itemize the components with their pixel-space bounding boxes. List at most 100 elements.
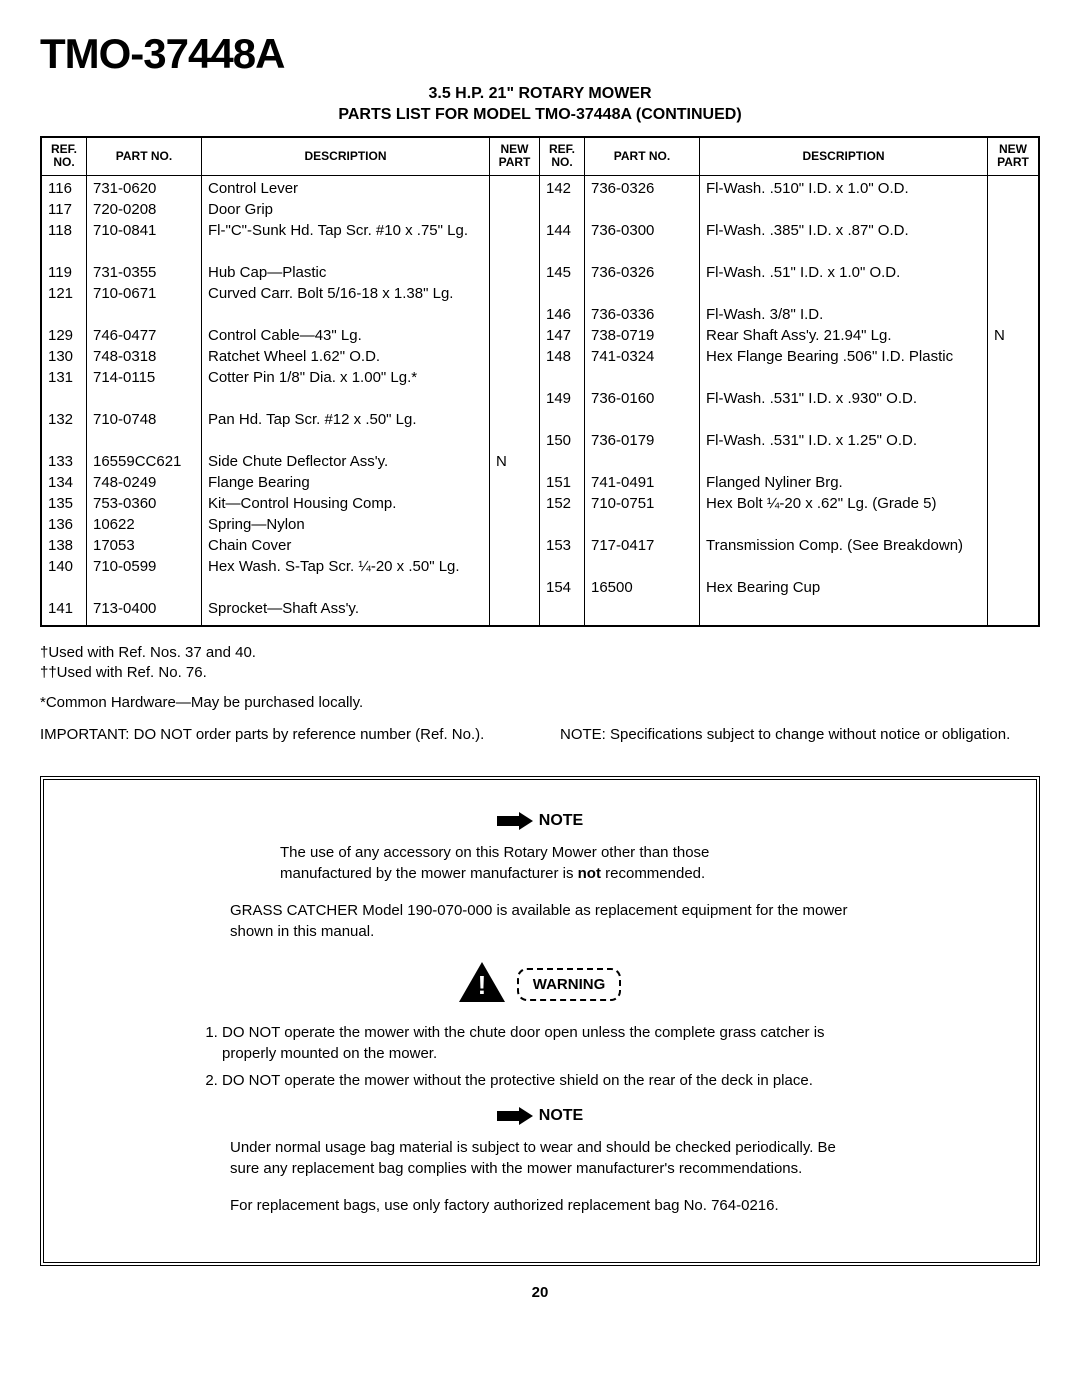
- table-cell: 153: [546, 537, 578, 579]
- table-body: N: [490, 176, 539, 625]
- table-cell: Spring—Nylon: [208, 516, 483, 537]
- table-cell: 130: [48, 348, 80, 369]
- table-cell: [994, 264, 1032, 306]
- table-cell: 731-0620: [93, 180, 195, 201]
- footnote-2: ††Used with Ref. No. 76.: [40, 663, 1040, 683]
- note-label-text: NOTE: [539, 1105, 583, 1127]
- table-cell: 118: [48, 222, 80, 264]
- table-cell: Door Grip: [208, 201, 483, 222]
- table-cell: [994, 495, 1032, 537]
- table-cell: [496, 180, 533, 201]
- table-body: 1161171181191211291301311321331341351361…: [42, 176, 86, 625]
- table-cell: Sprocket—Shaft Ass'y.: [208, 600, 483, 621]
- table-cell: 738-0719: [591, 327, 693, 348]
- table-header-cell: NEW PART: [490, 138, 539, 176]
- table-cell: [994, 348, 1032, 390]
- subtitle-line-2: PARTS LIST FOR MODEL TMO-37448A (CONTINU…: [40, 105, 1040, 126]
- note-label-2: NOTE: [104, 1105, 976, 1127]
- table-cell: 753-0360: [93, 495, 195, 516]
- table-cell: Control Cable—43" Lg.: [208, 327, 483, 348]
- table-cell: Rear Shaft Ass'y. 21.94" Lg.: [706, 327, 981, 348]
- table-cell: 16500: [591, 579, 693, 600]
- table-cell: 714-0115: [93, 369, 195, 411]
- table-cell: 710-0748: [93, 411, 195, 453]
- table-cell: 131: [48, 369, 80, 411]
- table-header-cell: DESCRIPTION: [700, 138, 987, 176]
- table-column: NEW PART N: [490, 138, 540, 625]
- table-cell: [994, 474, 1032, 495]
- table-cell: 152: [546, 495, 578, 537]
- footnote-note-right: NOTE: Specifications subject to change w…: [560, 725, 1040, 745]
- table-cell: 147: [546, 327, 578, 348]
- table-cell: 150: [546, 432, 578, 474]
- table-header-cell: DESCRIPTION: [202, 138, 489, 176]
- table-cell: 710-0671: [93, 285, 195, 327]
- table-cell: 135: [48, 495, 80, 516]
- parts-table: REF. NO.11611711811912112913013113213313…: [40, 136, 1040, 627]
- table-cell: N: [994, 327, 1032, 348]
- table-cell: 117: [48, 201, 80, 222]
- table-cell: Hub Cap—Plastic: [208, 264, 483, 285]
- table-body: Fl-Wash. .510" I.D. x 1.0" O.D.Fl-Wash. …: [700, 176, 987, 604]
- table-cell: Chain Cover: [208, 537, 483, 558]
- table-cell: 731-0355: [93, 264, 195, 285]
- grass-catcher-text: GRASS CATCHER Model 190-070-000 is avail…: [230, 900, 850, 942]
- table-cell: 129: [48, 327, 80, 348]
- table-cell: Fl-Wash. .531" I.D. x 1.25" O.D.: [706, 432, 981, 474]
- table-cell: 748-0318: [93, 348, 195, 369]
- svg-text:!: !: [477, 970, 486, 1000]
- table-cell: [994, 306, 1032, 327]
- table-cell: Ratchet Wheel 1.62" O.D.: [208, 348, 483, 369]
- table-column: DESCRIPTIONControl LeverDoor GripFl-"C"-…: [202, 138, 490, 625]
- table-cell: 119: [48, 264, 80, 285]
- table-cell: [496, 285, 533, 327]
- table-cell: [496, 327, 533, 348]
- table-cell: 16559CC621: [93, 453, 195, 474]
- table-cell: 741-0491: [591, 474, 693, 495]
- table-cell: N: [496, 453, 533, 474]
- table-cell: [496, 222, 533, 264]
- table-cell: 142: [546, 180, 578, 222]
- table-cell: Curved Carr. Bolt 5/16-18 x 1.38" Lg.: [208, 285, 483, 327]
- table-cell: [994, 180, 1032, 222]
- table-cell: 736-0326: [591, 180, 693, 222]
- table-cell: [496, 474, 533, 495]
- table-body: 142144145146147148149150151152153154: [540, 176, 584, 604]
- table-cell: 736-0300: [591, 222, 693, 264]
- table-cell: 154: [546, 579, 578, 600]
- table-cell: 151: [546, 474, 578, 495]
- table-cell: Transmission Comp. (See Breakdown): [706, 537, 981, 579]
- table-cell: [496, 600, 533, 621]
- table-cell: [496, 411, 533, 453]
- table-cell: Pan Hd. Tap Scr. #12 x .50" Lg.: [208, 411, 483, 453]
- table-cell: [496, 537, 533, 558]
- parts-table-left: REF. NO.11611711811912112913013113213313…: [42, 138, 540, 625]
- table-cell: 140: [48, 558, 80, 600]
- table-header-cell: NEW PART: [988, 138, 1038, 176]
- footnote-1: †Used with Ref. Nos. 37 and 40.: [40, 643, 1040, 663]
- table-header-cell: PART NO.: [87, 138, 201, 176]
- note-text-1: The use of any accessory on this Rotary …: [280, 842, 800, 884]
- note-text-2: Under normal usage bag material is subje…: [230, 1137, 850, 1179]
- table-cell: Hex Bolt ¼-20 x .62" Lg. (Grade 5): [706, 495, 981, 537]
- table-column: REF. NO.14214414514614714814915015115215…: [540, 138, 585, 625]
- footnotes: †Used with Ref. Nos. 37 and 40. ††Used w…: [40, 643, 1040, 746]
- table-cell: [994, 579, 1032, 600]
- warning-label: ! WARNING: [104, 962, 976, 1008]
- table-cell: Hex Bearing Cup: [706, 579, 981, 600]
- table-cell: [994, 432, 1032, 474]
- table-cell: 746-0477: [93, 327, 195, 348]
- table-column: DESCRIPTIONFl-Wash. .510" I.D. x 1.0" O.…: [700, 138, 988, 625]
- table-cell: [496, 369, 533, 411]
- table-column: NEW PART N: [988, 138, 1038, 625]
- table-cell: [496, 495, 533, 516]
- table-cell: Fl-Wash. 3/8" I.D.: [706, 306, 981, 327]
- table-cell: 736-0160: [591, 390, 693, 432]
- warning-item-1: DO NOT operate the mower with the chute …: [222, 1022, 880, 1064]
- table-header-cell: PART NO.: [585, 138, 699, 176]
- table-column: PART NO.731-0620720-0208710-0841731-0355…: [87, 138, 202, 625]
- table-body: N: [988, 176, 1038, 604]
- table-cell: Flanged Nyliner Brg.: [706, 474, 981, 495]
- table-cell: 149: [546, 390, 578, 432]
- table-column: REF. NO.11611711811912112913013113213313…: [42, 138, 87, 625]
